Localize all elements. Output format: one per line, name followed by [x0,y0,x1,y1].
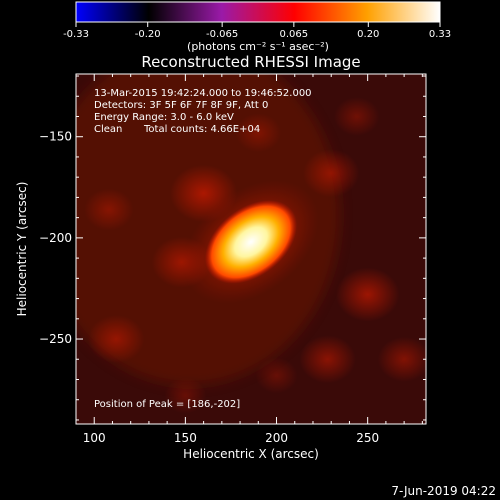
colorbar-tick-label: -0.065 [206,29,238,40]
y-tick-label: −200 [39,231,72,245]
colorbar-tick-label: 0.20 [357,29,379,40]
y-tick-label: −150 [39,130,72,144]
total-counts-text: Total counts: 4.66E+04 [143,124,260,135]
peak-position-text: Position of Peak = [186,-202] [94,399,240,410]
x-tick-label: 200 [265,431,288,445]
colorbar-gradient [75,1,441,23]
background-source [299,335,356,384]
colorbar: -0.33 -0.20 -0.065 0.065 0.20 0.33 (photons c… [63,1,451,53]
background-source [303,149,360,198]
chart-title: Reconstructed RHESSI Image [141,53,360,71]
heatmap-image [76,74,426,424]
plot-frame [75,73,427,425]
plot-date: 7-Jun-2019 04:22 [391,484,496,498]
algorithm-text: Clean [94,124,122,135]
y-axis: −150 −200 −250 [39,75,426,421]
energy-range-text: Energy Range: 3.0 - 6.0 keV [94,112,234,123]
detectors-text: Detectors: 3F 5F 6F 7F 8F 9F, Att 0 [94,100,268,111]
colorbar-tick-label: -0.20 [135,29,161,40]
background-source [377,336,426,382]
x-tick-label: 150 [174,431,197,445]
colorbar-tick-label: -0.33 [63,29,89,40]
background-source [333,97,380,136]
background-source [335,267,400,322]
time-range-text: 13-Mar-2015 19:42:24.000 to 19:46:52.000 [94,88,312,99]
colorbar-ticks: -0.33 -0.20 -0.065 0.065 0.20 0.33 [63,22,451,40]
y-axis-label: Heliocentric Y (arcsec) [15,182,29,317]
colorbar-tick-label: 0.065 [280,29,309,40]
y-tick-label: −250 [39,332,72,346]
colorbar-tick-label: 0.33 [429,29,451,40]
peak-source [204,200,298,284]
background-source [255,357,298,394]
colorbar-unit-label: (photons cm⁻² s⁻¹ asec⁻²) [187,40,329,53]
background-source [84,188,134,231]
x-tick-label: 250 [356,431,379,445]
x-axis: 100 150 200 250 [75,74,423,445]
image-info: 13-Mar-2015 19:42:24.000 to 19:46:52.000… [94,88,312,410]
background-source [87,315,145,363]
x-tick-label: 100 [83,431,106,445]
background-source [164,377,207,414]
background-source [235,113,282,153]
x-axis-label: Heliocentric X (arcsec) [183,447,319,461]
